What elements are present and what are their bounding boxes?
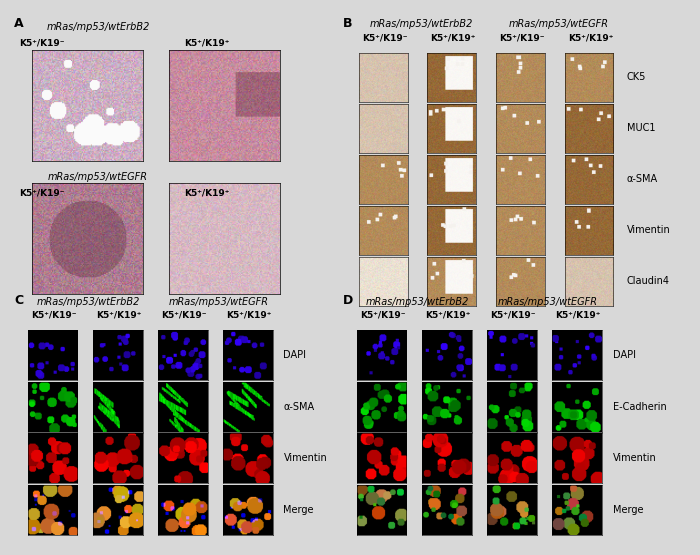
Text: K5⁺/K19⁻: K5⁺/K19⁻ bbox=[499, 33, 545, 42]
Text: DAPI: DAPI bbox=[284, 350, 307, 360]
Text: K5⁺/K19⁺: K5⁺/K19⁺ bbox=[430, 33, 476, 42]
Text: A: A bbox=[14, 17, 24, 29]
Text: K5⁺/K19⁻: K5⁺/K19⁻ bbox=[20, 39, 64, 48]
Text: mRas/mp53/wtErbB2: mRas/mp53/wtErbB2 bbox=[37, 297, 140, 307]
Text: K5⁺/K19⁻: K5⁺/K19⁻ bbox=[161, 311, 207, 320]
Text: α-SMA: α-SMA bbox=[284, 402, 314, 412]
Text: mRas/mp53/wtErbB2: mRas/mp53/wtErbB2 bbox=[370, 19, 473, 29]
Text: α-SMA: α-SMA bbox=[626, 174, 657, 184]
Text: DAPI: DAPI bbox=[612, 350, 636, 360]
Text: mRas/mp53/wtEGFR: mRas/mp53/wtEGFR bbox=[508, 19, 608, 29]
Text: K5⁺/K19⁺: K5⁺/K19⁺ bbox=[227, 311, 272, 320]
Text: D: D bbox=[343, 294, 354, 307]
Text: K5⁺/K19⁻: K5⁺/K19⁻ bbox=[490, 311, 536, 320]
Text: Claudin4: Claudin4 bbox=[626, 276, 669, 286]
Text: K5⁺/K19⁺: K5⁺/K19⁺ bbox=[556, 311, 601, 320]
Text: mRas/mp53/wtErbB2: mRas/mp53/wtErbB2 bbox=[366, 297, 469, 307]
Text: K5⁺/K19⁺: K5⁺/K19⁺ bbox=[426, 311, 470, 320]
Text: MUC1: MUC1 bbox=[626, 123, 655, 133]
Text: C: C bbox=[14, 294, 23, 307]
Text: Vimentin: Vimentin bbox=[284, 453, 328, 463]
Text: Vimentin: Vimentin bbox=[612, 453, 657, 463]
Text: K5⁺/K19⁻: K5⁺/K19⁻ bbox=[20, 189, 64, 198]
Text: K5⁺/K19⁻: K5⁺/K19⁻ bbox=[362, 33, 407, 42]
Text: K5⁺/K19⁺: K5⁺/K19⁺ bbox=[184, 39, 229, 48]
Text: CK5: CK5 bbox=[626, 72, 646, 82]
Text: K5⁺/K19⁺: K5⁺/K19⁺ bbox=[184, 189, 229, 198]
Text: mRas/mp53/wtEGFR: mRas/mp53/wtEGFR bbox=[48, 172, 148, 182]
Text: K5⁺/K19⁻: K5⁺/K19⁻ bbox=[360, 311, 406, 320]
Text: mRas/mp53/wtEGFR: mRas/mp53/wtEGFR bbox=[169, 297, 269, 307]
Text: E-Cadherin: E-Cadherin bbox=[612, 402, 666, 412]
Text: Vimentin: Vimentin bbox=[626, 225, 671, 235]
Text: Merge: Merge bbox=[612, 505, 643, 515]
Text: mRas/mp53/wtErbB2: mRas/mp53/wtErbB2 bbox=[46, 22, 150, 32]
Text: K5⁺/K19⁻: K5⁺/K19⁻ bbox=[31, 311, 77, 320]
Text: B: B bbox=[343, 17, 353, 29]
Text: Merge: Merge bbox=[284, 505, 314, 515]
Text: K5⁺/K19⁺: K5⁺/K19⁺ bbox=[568, 33, 613, 42]
Text: mRas/mp53/wtEGFR: mRas/mp53/wtEGFR bbox=[498, 297, 598, 307]
Text: K5⁺/K19⁺: K5⁺/K19⁺ bbox=[97, 311, 141, 320]
